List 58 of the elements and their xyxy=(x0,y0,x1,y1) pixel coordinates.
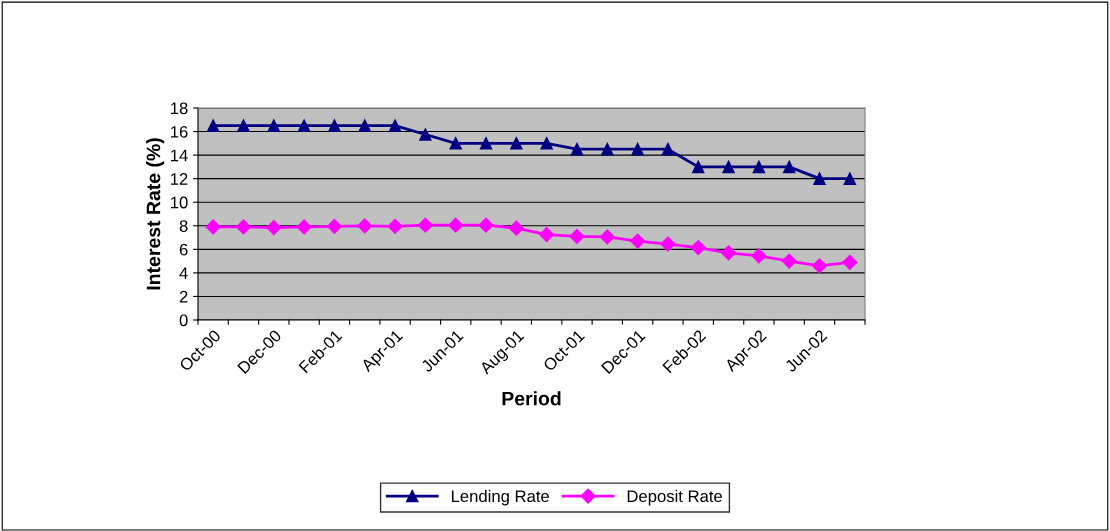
point xyxy=(266,219,282,236)
point xyxy=(417,217,433,233)
point xyxy=(540,137,553,150)
point xyxy=(449,137,462,150)
point xyxy=(326,218,343,234)
point xyxy=(781,253,797,269)
y-tick-label: 14 xyxy=(171,149,188,162)
point xyxy=(237,119,250,132)
point xyxy=(478,217,494,233)
point xyxy=(419,128,432,141)
y-tick-label: 2 xyxy=(179,290,188,303)
point xyxy=(569,228,585,244)
point xyxy=(296,219,312,235)
point xyxy=(813,172,826,185)
point xyxy=(751,248,767,264)
y-tick-label: 10 xyxy=(171,196,188,209)
point xyxy=(388,119,402,132)
point xyxy=(752,160,766,174)
point xyxy=(782,160,796,174)
point xyxy=(842,254,858,270)
point xyxy=(690,239,706,256)
point xyxy=(387,218,403,234)
point xyxy=(630,233,646,249)
point xyxy=(691,160,705,174)
point xyxy=(328,119,341,132)
y-axis-title: Interest Rate (%) xyxy=(146,138,165,290)
legend-label: Lending Rate xyxy=(451,489,549,506)
point xyxy=(601,142,614,156)
y-tick-label: 6 xyxy=(179,243,188,256)
y-tick-label: 0 xyxy=(179,314,188,327)
point xyxy=(631,142,644,156)
point xyxy=(508,220,524,236)
point xyxy=(448,217,464,233)
point xyxy=(570,142,584,156)
point xyxy=(510,137,523,150)
point xyxy=(843,172,857,185)
point xyxy=(235,219,252,235)
point xyxy=(297,119,311,132)
point xyxy=(267,119,281,132)
point xyxy=(599,229,615,245)
point xyxy=(722,160,735,174)
point xyxy=(720,245,737,261)
point xyxy=(539,227,555,243)
point xyxy=(206,119,220,132)
point xyxy=(205,219,221,235)
legend-label: Deposit Rate xyxy=(627,489,723,506)
point xyxy=(811,258,828,274)
y-tick-label: 18 xyxy=(171,102,188,115)
point xyxy=(479,137,493,150)
point xyxy=(661,142,675,156)
y-tick-label: 12 xyxy=(171,173,188,185)
y-tick-label: 8 xyxy=(179,220,188,232)
point xyxy=(358,119,372,132)
y-tick-label: 16 xyxy=(171,125,188,138)
point xyxy=(660,236,676,252)
point xyxy=(357,218,373,234)
x-axis-title: Period xyxy=(502,391,561,406)
y-tick-label: 4 xyxy=(179,267,188,279)
